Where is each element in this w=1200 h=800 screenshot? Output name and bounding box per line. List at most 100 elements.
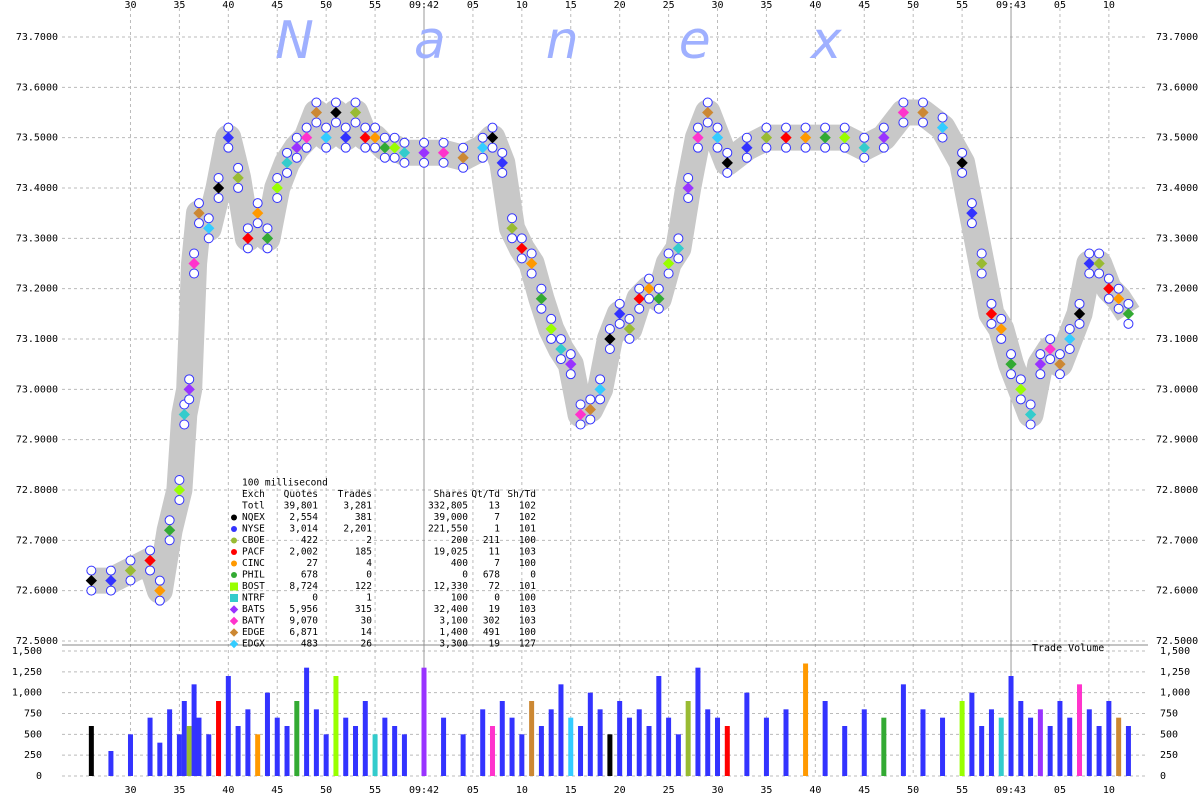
table-cell: 100 [519,593,536,604]
table-cell: 100 [451,593,468,604]
volume-bar [519,734,525,776]
trade-marker [565,358,577,370]
quote-marker [1084,248,1095,259]
quote-marker [1064,324,1075,334]
quote-marker [1045,354,1056,365]
table-cell: 14 [361,627,373,638]
quote-marker [644,293,655,304]
volume-label: Trade Volume [1032,643,1104,654]
quote-marker [820,122,831,133]
x-tick-label: 09:42 [409,785,439,796]
quote-marker [917,97,928,108]
trade-marker [535,293,548,305]
volume-bar [597,709,603,776]
volume-bar [333,676,339,776]
table-cell: 102 [519,512,536,523]
quote-marker [839,142,850,153]
quote-marker [350,97,361,108]
quote-marker [1006,349,1017,360]
table-cell: 302 [483,616,500,627]
quote-marker [712,142,723,153]
quote-marker [595,394,606,405]
quote-marker [145,545,156,556]
table-cell: 4 [366,558,372,569]
x-tick-label: 55 [369,0,381,11]
trade-marker [154,585,166,597]
quote-marker [663,268,674,279]
volume-bar [206,734,212,776]
table-cell: 127 [519,639,536,650]
trade-marker [614,308,626,320]
quote-marker [174,475,185,485]
quote-marker [419,157,429,168]
volume-bar [264,692,270,776]
quote-marker [311,117,322,128]
volume-bar [1047,726,1053,776]
x-tick-label: 10 [1103,0,1115,11]
trade-marker [692,132,704,144]
y-tick-label: 750 [1160,709,1178,720]
quote-marker [272,173,283,183]
watermark: Nanex [275,11,942,71]
quote-marker [761,122,772,133]
x-tick-label: 09:43 [996,785,1026,796]
y-tick-label: 250 [1160,750,1178,761]
volume-bar [1106,701,1112,776]
trade-marker [741,142,753,154]
volume-bar [940,717,946,776]
quote-marker [996,313,1007,324]
table-cell: 2,554 [289,512,318,523]
table-cell: CBOE [242,535,265,546]
x-tick-label: 35 [760,785,772,796]
y-tick-label: 72.9000 [16,435,58,446]
quote-marker [516,253,527,264]
trade-marker [271,182,283,194]
quote-marker [702,117,713,128]
table-cell: 2 [366,535,372,546]
volume-bar [176,734,182,776]
x-tick-label: 50 [320,785,332,796]
volume-bar [979,726,985,776]
trade-marker [1064,333,1076,345]
quote-marker [653,283,664,294]
volume-bar [783,709,789,776]
y-tick-label: 73.6000 [1156,82,1198,93]
y-tick-label: 1,250 [1160,667,1190,678]
quote-marker [507,233,518,244]
quote-marker [321,122,332,133]
quote-marker [644,273,655,284]
quote-marker [311,97,322,108]
trade-marker [574,408,587,421]
quote-marker [653,303,664,314]
volume-bar [167,709,173,776]
quote-marker [1025,419,1036,430]
trade-marker [653,293,665,305]
trade-marker [604,333,616,345]
quote-marker [233,162,244,173]
x-tick-label: 30 [124,0,136,11]
volume-bar [157,742,163,776]
table-cell: 19,025 [434,547,468,558]
y-tick-label: 73.2000 [1156,284,1198,295]
volume-bar [646,726,652,776]
y-tick-label: 73.2000 [16,284,58,295]
quote-marker [1094,248,1105,259]
trade-marker [163,524,176,536]
trade-marker [242,232,254,244]
quote-marker [282,147,293,158]
trade-marker [1122,308,1135,320]
quote-marker [878,142,889,153]
trade-marker [682,182,694,194]
volume-bar [255,734,261,776]
volume-bar [216,701,222,776]
trade-marker [1034,358,1047,370]
table-header: Sh/Td [507,489,536,500]
quote-marker [761,142,772,153]
x-tick-label: 10 [516,0,528,11]
quote-marker [1035,349,1046,360]
table-header: Shares [434,489,468,500]
volume-bar [656,676,662,776]
quote-marker [526,268,537,279]
quote-marker [957,147,968,158]
quote-marker [634,283,645,294]
